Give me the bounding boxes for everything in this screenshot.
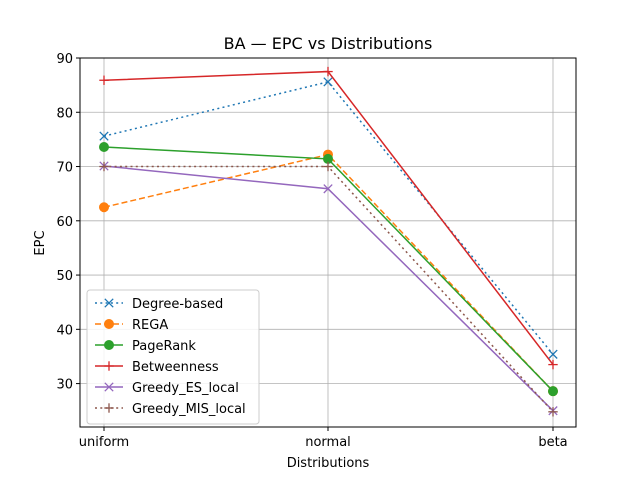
legend-marker-betweenness [104,361,114,371]
y-tick-label: 40 [56,323,73,338]
legend-marker-greedy-mis-local [104,403,114,413]
legend-marker-pagerank [104,340,114,350]
data-point-betweenness [548,359,558,370]
legend: Degree-based REGA PageRank Betweenness Greed… [86,289,260,425]
data-point-degree-based [323,77,333,87]
y-axis-title: EPC [33,230,48,255]
x-axis-title: Distributions [287,456,370,471]
legend-label-betweenness: Betweenness [132,360,219,375]
legend-label-greedy-mis-local: Greedy_MIS_local [132,402,246,417]
y-tick-label: 80 [56,106,73,121]
legend-marker-greedy-es-local [104,382,114,392]
y-tick-label: 60 [56,215,73,230]
legend-marker-degree-based [104,298,114,308]
legend-label-degree-based: Degree-based [132,297,223,312]
data-point-betweenness [323,66,333,77]
legend-box [86,289,260,425]
data-point-greedy-es-local [323,184,333,194]
data-point-pagerank [99,141,109,152]
axes: 30 40 50 60 70 80 90 uniform normal beta [56,52,567,450]
data-point-greedy-mis-local [548,407,558,417]
x-tick-label: normal [305,435,351,450]
y-tick-label: 30 [56,378,73,393]
legend-label-rega: REGA [132,318,168,333]
y-tick-label: 90 [56,52,73,67]
legend-marker-rega [104,319,114,329]
data-point-greedy-mis-local [323,161,333,172]
legend-label-greedy-es-local: Greedy_ES_local [132,381,239,396]
data-point-degree-based [99,131,109,141]
y-tick-label: 70 [56,161,73,176]
legend-label-pagerank: PageRank [132,339,196,354]
data-point-pagerank [548,386,558,397]
x-tick-label: beta [538,435,567,450]
data-point-betweenness [99,75,109,85]
data-point-greedy-mis-local [99,161,109,172]
y-tick-label: 50 [56,269,73,284]
data-point-rega [99,202,109,213]
chart-title: BA — EPC vs Distributions [224,34,433,53]
data-point-degree-based [548,349,558,359]
series-lines [99,66,558,417]
x-tick-label: uniform [79,435,129,450]
